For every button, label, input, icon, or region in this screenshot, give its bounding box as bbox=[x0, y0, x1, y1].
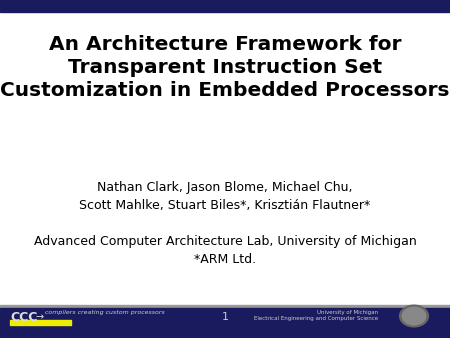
Text: Advanced Computer Architecture Lab, University of Michigan
*ARM Ltd.: Advanced Computer Architecture Lab, Univ… bbox=[34, 235, 416, 266]
Text: 1: 1 bbox=[221, 312, 229, 322]
Text: compilers creating custom processors: compilers creating custom processors bbox=[45, 310, 165, 315]
Circle shape bbox=[402, 307, 426, 325]
Bar bbox=[0, 0, 450, 12]
Circle shape bbox=[400, 305, 428, 327]
Bar bbox=[0, 308, 450, 338]
Text: An Architecture Framework for
Transparent Instruction Set
Customization in Embed: An Architecture Framework for Transparen… bbox=[0, 35, 450, 100]
Text: →: → bbox=[35, 312, 43, 322]
Text: University of Michigan
Electrical Engineering and Computer Science: University of Michigan Electrical Engine… bbox=[254, 310, 378, 321]
Bar bbox=[10, 320, 71, 325]
Text: CCC: CCC bbox=[10, 311, 37, 323]
Bar bbox=[0, 305, 450, 308]
Text: Nathan Clark, Jason Blome, Michael Chu,
Scott Mahlke, Stuart Biles*, Krisztián F: Nathan Clark, Jason Blome, Michael Chu, … bbox=[79, 181, 371, 212]
